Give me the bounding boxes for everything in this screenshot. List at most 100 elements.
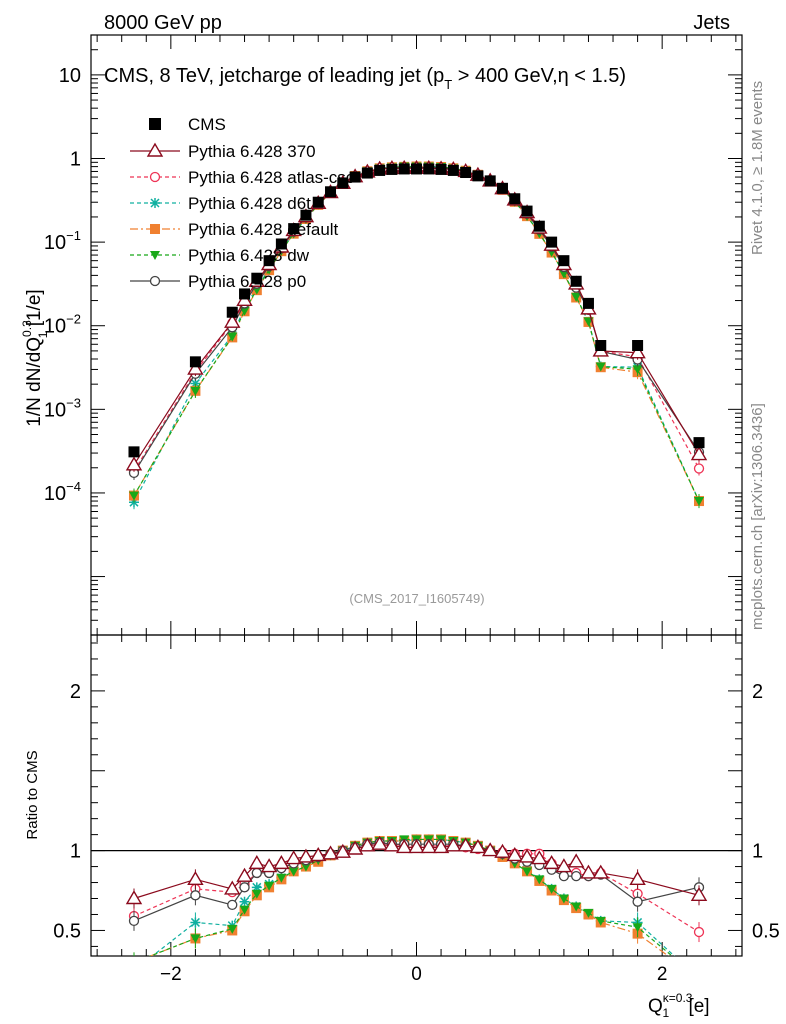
series-line-pythia-6-428-d6t — [133, 165, 700, 503]
legend-marker — [150, 251, 160, 260]
ratio-point-pythia-6-428-dw — [239, 905, 250, 915]
data-point-cms — [361, 167, 373, 179]
ratio-point-pythia-6-428-p0 — [227, 899, 238, 911]
ratio-point-pythia-6-428-dw — [571, 902, 582, 912]
legend-marker — [150, 198, 160, 208]
ratio-point-pythia-6-428-dw — [129, 958, 139, 967]
ratio-y-tick-label: 2 — [752, 681, 763, 703]
data-point-cms — [570, 275, 582, 287]
ratio-point-pythia-6-428-d6t — [129, 965, 139, 975]
data-point-cms — [460, 167, 472, 179]
ratio-point-pythia-6-428-370 — [432, 839, 450, 854]
data-point-cms — [239, 288, 251, 300]
data-point-cms — [411, 163, 422, 175]
ratio-point-pythia-6-428-p0 — [251, 867, 262, 879]
ratio-point-pythia-6-428-dw — [276, 873, 287, 883]
data-point-cms — [275, 238, 287, 250]
series-point-pythia-6-428-370 — [690, 446, 708, 461]
mcplots-url-label: mcplots.cern.ch [arXiv:1306.3436] — [749, 403, 766, 630]
data-point-cms — [386, 163, 398, 175]
header-jets-label: Jets — [693, 12, 730, 34]
main-series — [125, 159, 708, 510]
y-tick-label: 10−2 — [44, 312, 81, 338]
ratio-point-pythia-6-428-dw — [583, 908, 594, 918]
analysis-id-label: (CMS_2017_I1605749) — [349, 591, 484, 606]
ratio-point-pythia-6-428-d6t — [190, 917, 201, 928]
legend-marker — [146, 142, 164, 157]
plot-title: CMS, 8 TeV, jetcharge of leading jet (pT… — [104, 65, 626, 92]
data-point-cms — [472, 170, 484, 182]
data-point-cms — [435, 163, 447, 175]
series-point-pythia-6-428-d6t — [190, 378, 201, 389]
ratio-y-tick-label: 1 — [752, 841, 763, 863]
series-point-pythia-6-428-dw — [571, 292, 582, 302]
ratio-point-pythia-6-428-p0 — [190, 890, 201, 901]
data-point-cms — [447, 164, 459, 176]
series-point-pythia-6-428-dw — [694, 497, 705, 507]
ratio-point-pythia-6-428-dw — [288, 867, 299, 877]
ratio-point-pythia-6-428-370 — [395, 839, 413, 854]
ratio-point-pythia-6-428-p0 — [558, 870, 570, 882]
series-line-pythia-6-428-atlas-csc — [133, 167, 700, 472]
data-point-cms — [632, 340, 644, 352]
y-tick-label: 1 — [70, 149, 81, 171]
data-point-cms — [398, 163, 410, 175]
legend: CMS Pythia 6.428 370 Pythia 6.428 atlas-cs… — [130, 115, 355, 291]
legend-label: Pythia 6.428 p0 — [188, 272, 306, 291]
ratio-point-pythia-6-428-dw — [534, 875, 545, 885]
ratio-point-pythia-6-428-default — [129, 957, 139, 967]
ratio-point-pythia-6-428-370 — [371, 835, 388, 850]
legend-label-cms: CMS — [188, 115, 226, 134]
ratio-line-pythia-6-428-d6t — [151, 838, 676, 956]
ratio-point-pythia-6-428-370 — [125, 890, 143, 905]
ratio-point-pythia-6-428-dw — [632, 923, 643, 933]
ratio-point-pythia-6-428-370 — [285, 850, 302, 865]
ratio-point-pythia-6-428-370 — [224, 880, 241, 895]
series-point-pythia-6-428-dw — [632, 365, 643, 375]
ratio-point-pythia-6-428-370 — [273, 854, 290, 870]
ratio-point-pythia-6-428-370 — [359, 837, 376, 852]
data-point-cms — [300, 209, 312, 221]
series-point-pythia-6-428-dw — [595, 362, 606, 372]
x-tick-label: 2 — [657, 964, 668, 985]
ratio-point-pythia-6-428-370 — [420, 839, 438, 854]
ratio-point-pythia-6-428-dw — [546, 884, 557, 894]
series-point-pythia-6-428-dw — [128, 491, 139, 501]
series-point-pythia-6-428-370 — [224, 313, 241, 328]
ratio-point-pythia-6-428-dw — [558, 894, 569, 904]
ratio-y-tick-label: 2 — [70, 681, 81, 703]
y-tick-label: 10−3 — [44, 395, 81, 421]
ratio-point-pythia-6-428-dw — [595, 916, 606, 926]
data-point-cms — [226, 306, 238, 318]
series-point-pythia-6-428-370 — [125, 456, 143, 471]
data-point-cms — [349, 171, 361, 183]
ratio-point-pythia-6-428-370 — [567, 853, 585, 868]
series-line-pythia-6-428-default — [133, 165, 700, 502]
legend-label: Pythia 6.428 default — [188, 220, 339, 239]
ratio-point-pythia-6-428-370 — [236, 867, 253, 882]
series-point-pythia-6-428-dw — [190, 386, 201, 396]
data-point-cms — [693, 437, 705, 449]
ratio-point-pythia-6-428-default — [694, 973, 704, 983]
legend-label: Pythia 6.428 d6t — [188, 194, 311, 213]
y-tick-label: 10 — [59, 65, 81, 87]
data-point-cms — [484, 175, 496, 187]
ratio-y-axis-label: Ratio to CMS — [24, 750, 41, 839]
legend-marker — [149, 171, 161, 183]
data-point-cms — [496, 182, 508, 194]
ratio-point-pythia-6-428-370 — [690, 886, 708, 902]
ratio-point-pythia-6-428-370 — [481, 842, 499, 857]
y-tick-label: 10−4 — [44, 479, 81, 505]
ratio-point-pythia-6-428-d6t — [251, 882, 262, 893]
ratio-point-pythia-6-428-370 — [310, 846, 327, 862]
ratio-point-pythia-6-428-dw — [522, 867, 533, 877]
ratio-point-pythia-6-428-dw — [227, 924, 238, 934]
data-point-cms — [423, 163, 435, 175]
series-point-pythia-6-428-370 — [187, 360, 204, 375]
ratio-point-pythia-6-428-d6t — [239, 896, 250, 907]
data-point-cms — [558, 255, 570, 267]
data-point-cms — [546, 236, 558, 248]
ratio-point-pythia-6-428-370 — [518, 848, 536, 863]
data-point-cms — [595, 340, 607, 352]
